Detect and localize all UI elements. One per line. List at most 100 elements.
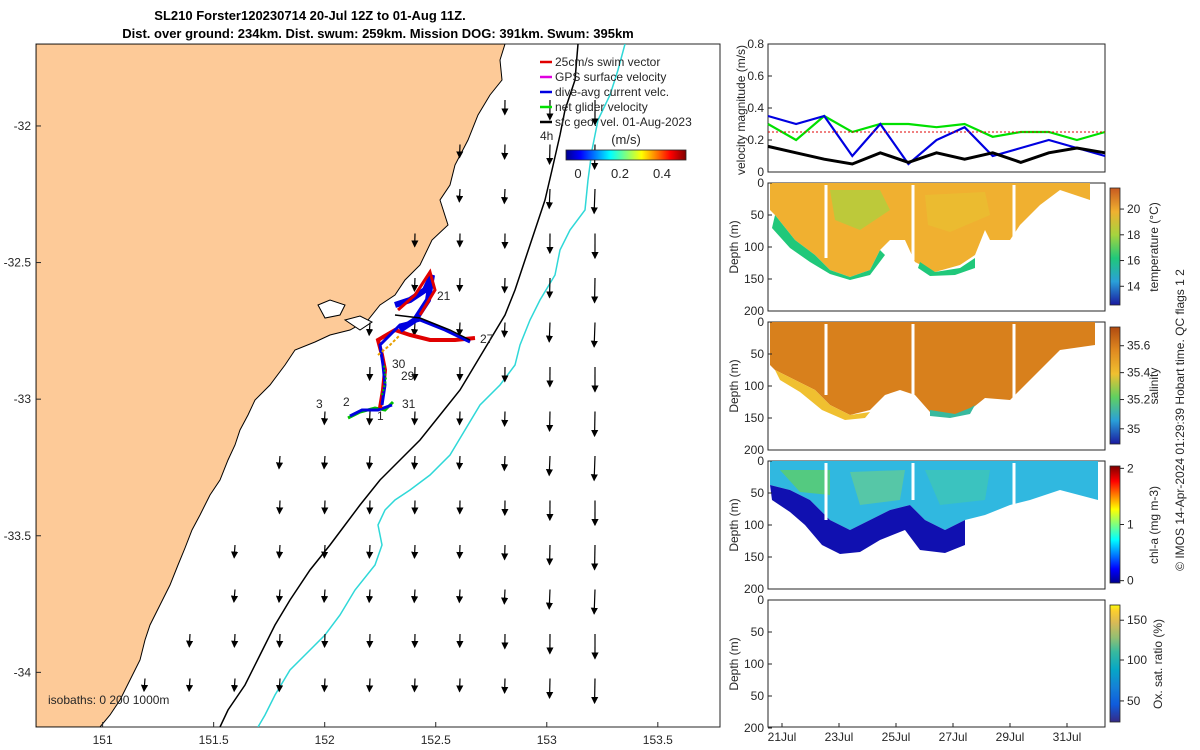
velocity-arrow (186, 633, 194, 648)
colorbar-tick-label: 20 (1127, 202, 1141, 216)
legend-label: 25cm/s swim vector (555, 55, 660, 69)
colorbar-tick-label: 14 (1127, 279, 1141, 293)
chla-colorbar-ticks: 2 1 0 (1120, 461, 1134, 588)
temperature-y-ticks: 0 50 100 150 200 (744, 176, 772, 318)
velocity-arrow (456, 455, 464, 470)
depth-tick-label: 50 (751, 347, 765, 361)
depth-tick-label: 150 (744, 550, 764, 564)
day-label: 3 (316, 397, 323, 411)
velocity-arrow (590, 322, 598, 348)
day-label: 2 (343, 395, 350, 409)
chla-ylabel: Depth (m) (727, 498, 741, 551)
velocity-arrow (411, 544, 419, 560)
map-y-tick-label: -33 (14, 392, 32, 406)
map-x-tick-label: 152.5 (421, 733, 451, 747)
chla-cb-label: chl-a (mg m-3) (1147, 486, 1161, 564)
temperature-cb-label: temperature (°C) (1147, 202, 1161, 292)
imos-note: © IMOS 14-Apr-2024 01:29:39 Hobart time.… (1173, 269, 1187, 571)
velocity-arrow (231, 633, 239, 648)
velocity-arrow (365, 455, 374, 470)
velocity-ylabel: velocity magnitude (m/s) (734, 45, 748, 175)
velocity-arrow (545, 455, 554, 477)
glider-track (347, 268, 476, 420)
velocity-y-tick-label: 0.8 (747, 37, 764, 51)
map-y-tick-label: -32.5 (4, 256, 32, 270)
time-tick-label: 21Jul (768, 730, 797, 744)
depth-tick-label: 0 (757, 176, 764, 190)
map-x-tick-label: 152 (315, 733, 335, 747)
velocity-arrow (320, 589, 329, 604)
velocity-y-ticks: 0.8 0.6 0.4 0.2 0 (747, 37, 772, 179)
depth-tick-label: 50 (751, 689, 765, 703)
velocity-arrow (276, 544, 284, 559)
velocity-arrow (411, 322, 419, 337)
day-label: 21 (437, 289, 451, 303)
salinity-y-ticks: 0 50 100 150 200 (744, 315, 772, 457)
time-tick-label: 23Jul (825, 730, 854, 744)
velocity-y-tick-label: 0.2 (747, 133, 764, 147)
depth-tick-label: 100 (744, 657, 764, 671)
day-label: 29 (401, 369, 415, 383)
velocity-arrow (411, 455, 419, 470)
title-line2: Dist. over ground: 234km. Dist. swum: 25… (122, 26, 634, 41)
day-label: 30 (392, 357, 406, 371)
colorbar-tick-label: 35.6 (1127, 339, 1151, 353)
velocity-arrow (320, 455, 329, 470)
velocity-arrow (140, 678, 149, 693)
estuary (317, 299, 346, 319)
day-label: 1 (377, 409, 384, 423)
legend-label: GPS surface velocity (555, 70, 666, 84)
speed-colorbar: (m/s) 4h 0 0.2 0.4 (540, 129, 687, 181)
colorbar-tick-label: 2 (1127, 461, 1134, 475)
colorbar-tick-label: 1 (1127, 518, 1134, 532)
map-x-tick-label: 151 (93, 733, 113, 747)
day-label: 27 (480, 332, 494, 346)
map-y-ticks: -32 -32.5 -33 -33.5 -34 (4, 119, 41, 679)
colorbar-tick-label: 150 (1127, 613, 1147, 627)
velocity-arrow (321, 544, 329, 559)
temperature-ylabel: Depth (m) (727, 220, 741, 273)
colorbar-tick-label: 0 (1127, 574, 1134, 588)
depth-tick-label: 100 (744, 240, 764, 254)
map-y-tick-label: -32 (14, 119, 32, 133)
velocity-arrow (276, 633, 284, 649)
map-x-tick-label: 153 (537, 733, 557, 747)
velocity-y-tick-label: 0 (757, 165, 764, 179)
colorbar-tick-label: 35.2 (1127, 393, 1151, 407)
depth-tick-label: 50 (751, 208, 765, 222)
velocity-arrow (590, 589, 598, 615)
colorbar-tick-label: 50 (1127, 694, 1141, 708)
time-axis-ticks: 21Jul 23Jul 25Jul 27Jul 29Jul 31Jul (768, 723, 1081, 744)
day-label: 31 (402, 397, 416, 411)
velocity-arrow (456, 589, 464, 604)
velocity-arrow (590, 455, 598, 482)
depth-tick-label: 50 (751, 486, 765, 500)
velocity-arrow (411, 678, 419, 693)
velocity-arrow (321, 411, 329, 426)
colorbar-ticks: 0 0.2 0.4 (574, 166, 671, 181)
velocity-y-tick-label: 0.4 (747, 101, 764, 115)
oxygen-cb-label: Ox. sat. ratio (%) (1151, 619, 1165, 709)
depth-tick-label: 200 (744, 721, 764, 735)
velocity-arrow (590, 188, 598, 215)
map-x-tick-label: 153.5 (643, 733, 673, 747)
map-y-tick-label: -33.5 (4, 529, 32, 543)
chla-y-ticks: 0 50 100 150 200 (744, 454, 772, 596)
colorbar-tick-label: 35 (1127, 422, 1141, 436)
colorbar-tick-label: 0.4 (653, 166, 671, 181)
colorbar-unit: (m/s) (611, 132, 641, 147)
temperature-panel: 0 50 100 150 200 Depth (m) 20 18 16 14 temperat… (727, 176, 1161, 318)
isobath-1000m (257, 44, 626, 727)
salinity-cb-label: salinity (1147, 368, 1161, 405)
oxygen-panel: 0 50 100 50 200 Depth (m) 150 100 50 Ox. sat. … (727, 593, 1165, 735)
depth-tick-label: 150 (744, 411, 764, 425)
time-marker: 4h (540, 129, 553, 143)
depth-tick-label: 100 (744, 518, 764, 532)
velocity-arrow (545, 589, 554, 610)
velocity-arrow (545, 322, 554, 343)
velocity-arrow (501, 455, 509, 472)
velocity-arrow (230, 544, 239, 559)
depth-tick-label: 100 (744, 379, 764, 393)
